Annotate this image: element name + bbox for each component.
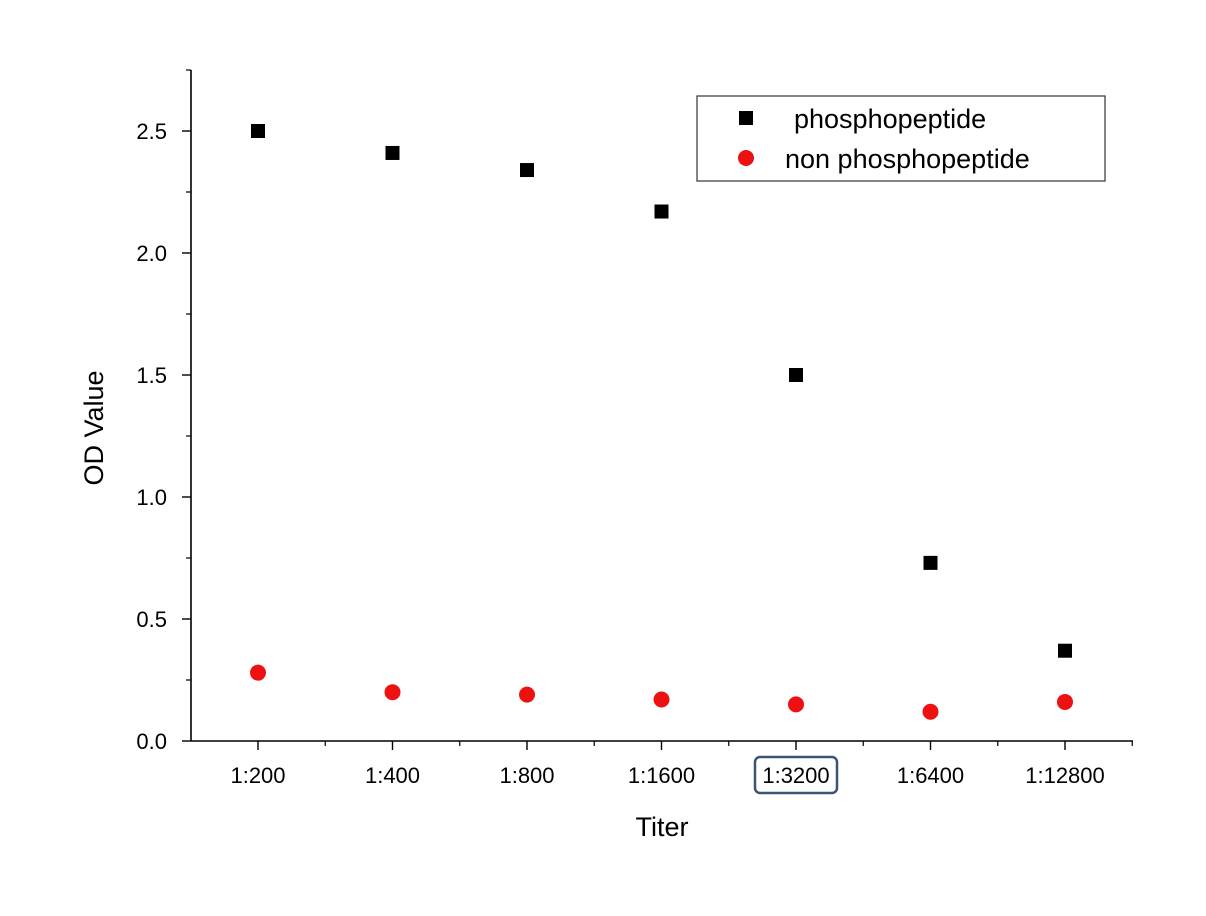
y-axis-title: OD Value bbox=[79, 370, 109, 485]
y-tick-label: 1.5 bbox=[136, 363, 167, 388]
point-non-phosphopeptide bbox=[922, 703, 939, 720]
x-tick-label: 1:3200 bbox=[762, 763, 829, 788]
x-tick-label: 1:800 bbox=[499, 763, 554, 788]
y-axis-ticks: 0.0 0.5 1.0 1.5 2.0 2.5 bbox=[136, 69, 191, 754]
point-phosphopeptide bbox=[1058, 643, 1072, 658]
legend-marker-non-phosphopeptide bbox=[738, 150, 754, 166]
y-tick-label: 2.0 bbox=[136, 241, 167, 266]
y-tick-label: 2.5 bbox=[136, 119, 167, 144]
x-tick-label: 1:12800 bbox=[1025, 763, 1105, 788]
legend-label-non-phosphopeptide: non phosphopeptide bbox=[785, 144, 1030, 174]
x-tick-label: 1:6400 bbox=[897, 763, 964, 788]
point-phosphopeptide bbox=[923, 555, 938, 570]
point-non-phosphopeptide bbox=[788, 696, 804, 713]
x-tick-label: 1:1600 bbox=[628, 763, 695, 788]
legend-box bbox=[696, 95, 1106, 182]
point-non-phosphopeptide bbox=[250, 664, 266, 681]
point-non-phosphopeptide bbox=[519, 686, 535, 703]
x-tick-highlight-box bbox=[753, 755, 839, 795]
y-tick-label: 1.0 bbox=[136, 485, 167, 510]
x-tick-label: 1:200 bbox=[230, 763, 285, 788]
point-non-phosphopeptide bbox=[384, 684, 401, 701]
legend-marker-phosphopeptide bbox=[739, 111, 753, 125]
point-phosphopeptide bbox=[654, 204, 669, 219]
point-non-phosphopeptide bbox=[1057, 693, 1073, 710]
legend: phosphopeptide non phosphopeptide bbox=[696, 95, 1106, 182]
point-phosphopeptide bbox=[251, 124, 265, 138]
x-axis-title: Titer bbox=[636, 812, 689, 842]
point-phosphopeptide bbox=[385, 145, 400, 160]
y-tick-label: 0.0 bbox=[136, 729, 167, 754]
y-tick-label: 0.5 bbox=[136, 607, 167, 632]
x-tick-label: 1:400 bbox=[365, 763, 420, 788]
legend-label-phosphopeptide: phosphopeptide bbox=[794, 104, 986, 134]
point-non-phosphopeptide bbox=[653, 691, 670, 708]
data-marks bbox=[250, 124, 1073, 720]
point-phosphopeptide bbox=[520, 163, 534, 178]
point-phosphopeptide bbox=[789, 368, 803, 382]
x-axis-ticks: 1:200 1:400 1:800 1:1600 1:3200 1:6400 1:12800 bbox=[230, 741, 1133, 795]
